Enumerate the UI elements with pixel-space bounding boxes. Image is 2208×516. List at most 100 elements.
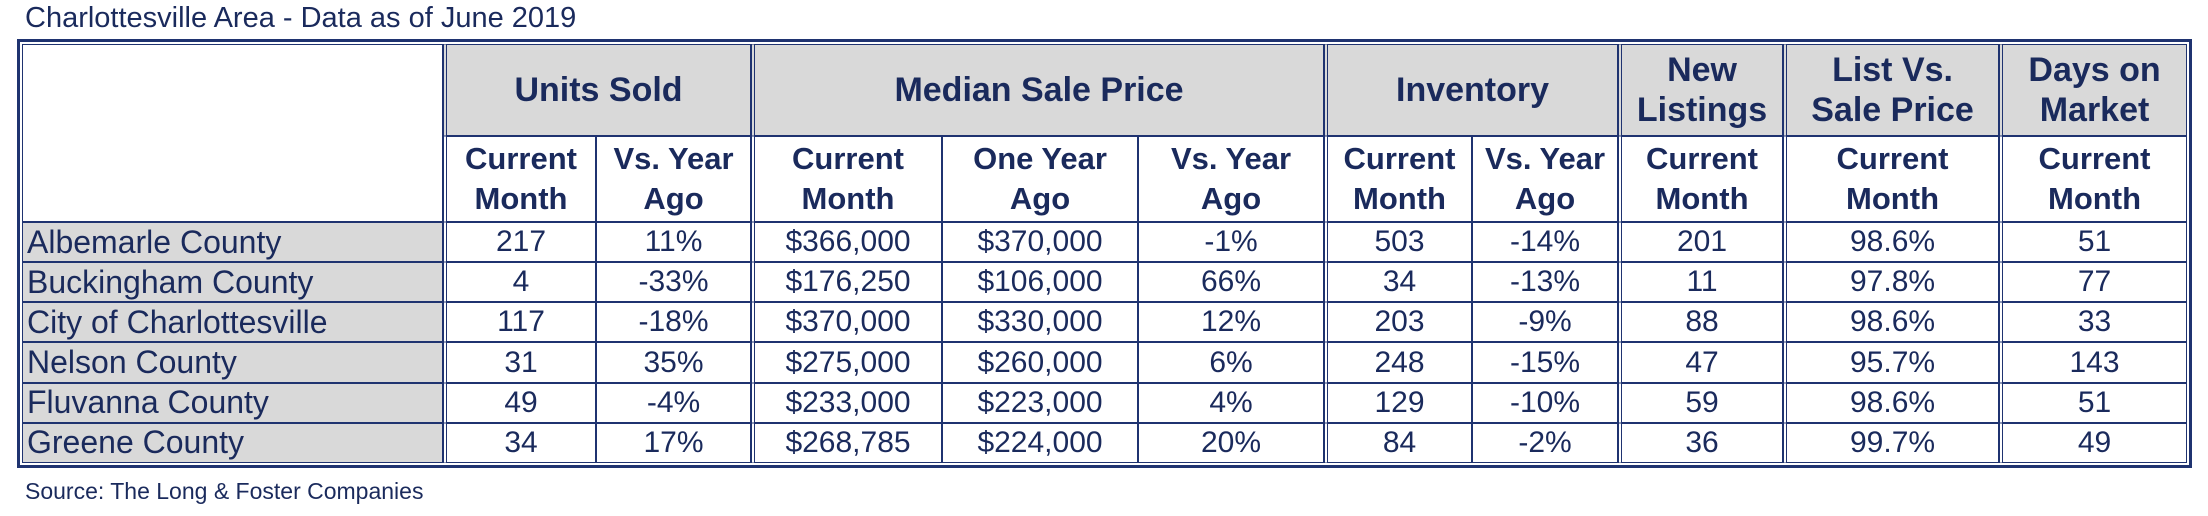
cell-inv-current: 129	[1324, 382, 1473, 423]
subheader-text: Ago	[643, 181, 704, 216]
subheader-text: Current	[1646, 141, 1758, 176]
subheader-text: Vs. Year	[1170, 141, 1292, 176]
cell-inv-vs: -10%	[1472, 382, 1619, 423]
cell-price-vs: 20%	[1138, 422, 1325, 463]
cell-units-current: 34	[443, 422, 596, 463]
cell-price-vs: 4%	[1138, 382, 1325, 423]
header-days-on-market-line2: Market	[2039, 91, 2150, 129]
header-units-sold: Units Sold	[443, 44, 752, 136]
subheader-text: Current	[792, 141, 904, 176]
header-list-vs-sale-line1: List Vs.	[1832, 51, 1953, 89]
table-row: Buckingham County 4 -33% $176,250 $106,000 66…	[22, 262, 2188, 303]
cell-units-vs: -4%	[596, 382, 752, 423]
cell-inv-current: 34	[1324, 262, 1473, 303]
cell-units-current: 217	[443, 222, 596, 263]
subheader-text: Vs. Year	[1484, 141, 1606, 176]
subheader-text: One Year	[973, 141, 1107, 176]
table-row: City of Charlottesville 117 -18% $370,000 $3…	[22, 302, 2188, 343]
cell-inv-current: 84	[1324, 422, 1473, 463]
header-list-vs-sale: List Vs. Sale Price	[1783, 44, 2000, 136]
row-label: Fluvanna County	[22, 382, 443, 423]
subheader-units-vs-year: Vs. Year Ago	[596, 136, 752, 222]
subheader-text: Ago	[1200, 181, 1262, 216]
header-new-listings-line1: New	[1667, 51, 1737, 89]
header-list-vs-sale-line2: Sale Price	[1811, 91, 1974, 129]
cell-price-current: $176,250	[751, 262, 943, 303]
header-new-listings-line2: Listings	[1636, 91, 1768, 129]
cell-new-listings: 47	[1618, 342, 1784, 383]
cell-dom: 51	[1999, 222, 2188, 263]
page-title: Charlottesville Area - Data as of June 2…	[25, 2, 577, 34]
subheader-text: Month	[1655, 181, 1749, 216]
cell-inv-current: 203	[1324, 302, 1473, 343]
cell-new-listings: 201	[1618, 222, 1784, 263]
table-frame	[17, 39, 2192, 468]
cell-inv-current: 503	[1324, 222, 1473, 263]
subheader-text: Current	[1836, 141, 1949, 176]
cell-new-listings: 11	[1618, 262, 1784, 303]
subheader-text: Current	[1343, 141, 1456, 176]
subheader-price-vs-year: Vs. Year Ago	[1138, 136, 1325, 222]
subheader-text: Ago	[1009, 181, 1071, 216]
cell-price-vs: -1%	[1138, 222, 1325, 263]
subheader-dom-current: Current Month	[1999, 136, 2188, 222]
subheader-text: Month	[1353, 181, 1446, 216]
cell-dom: 143	[1999, 342, 2188, 383]
cell-list-vs-sale: 97.8%	[1783, 262, 2000, 303]
market-data-table: Units Sold Median Sale Price Inventory N…	[22, 44, 2188, 463]
subheader-units-current: Current Month	[443, 136, 596, 222]
subheader-list-vs-sale-current: Current Month	[1783, 136, 2000, 222]
row-label: Albemarle County	[22, 222, 443, 263]
cell-inv-vs: -13%	[1472, 262, 1619, 303]
subheader-text: Current	[2038, 141, 2151, 176]
cell-list-vs-sale: 95.7%	[1783, 342, 2000, 383]
cell-price-year-ago: $223,000	[942, 382, 1139, 423]
cell-new-listings: 36	[1618, 422, 1784, 463]
cell-inv-vs: -9%	[1472, 302, 1619, 343]
cell-list-vs-sale: 99.7%	[1783, 422, 2000, 463]
cell-price-current: $233,000	[751, 382, 943, 423]
cell-dom: 49	[1999, 422, 2188, 463]
header-days-on-market: Days on Market	[1999, 44, 2188, 136]
header-new-listings: New Listings	[1618, 44, 1784, 136]
table-row: Greene County 34 17% $268,785 $224,000 20% 84-…	[22, 422, 2188, 463]
cell-new-listings: 59	[1618, 382, 1784, 423]
cell-units-current: 4	[443, 262, 596, 303]
cell-price-vs: 6%	[1138, 342, 1325, 383]
subheader-new-listings-current: Current Month	[1618, 136, 1784, 222]
row-label: Nelson County	[22, 342, 443, 383]
subheader-price-current: Current Month	[751, 136, 943, 222]
subheader-text: Ago	[1514, 181, 1576, 216]
cell-inv-vs: -2%	[1472, 422, 1619, 463]
table-row: Albemarle County 217 11% $366,000 $370,000 -1…	[22, 222, 2188, 263]
cell-dom: 51	[1999, 382, 2188, 423]
header-median-sale-price: Median Sale Price	[751, 44, 1325, 136]
cell-units-vs: 35%	[596, 342, 752, 383]
cell-price-current: $275,000	[751, 342, 943, 383]
table-row: Fluvanna County 49 -4% $233,000 $223,000 4% 12…	[22, 382, 2188, 423]
row-label: Greene County	[22, 422, 443, 463]
subheader-text: Current	[465, 141, 577, 176]
cell-price-year-ago: $106,000	[942, 262, 1139, 303]
subheader-price-one-year-ago: One Year Ago	[942, 136, 1139, 222]
subheader-text: Month	[474, 181, 568, 216]
cell-units-current: 31	[443, 342, 596, 383]
header-inventory: Inventory	[1324, 44, 1619, 136]
subheader-inventory-current: Current Month	[1324, 136, 1473, 222]
cell-price-year-ago: $370,000	[942, 222, 1139, 263]
cell-list-vs-sale: 98.6%	[1783, 222, 2000, 263]
cell-list-vs-sale: 98.6%	[1783, 302, 2000, 343]
cell-new-listings: 88	[1618, 302, 1784, 343]
cell-inv-current: 248	[1324, 342, 1473, 383]
cell-units-vs: 17%	[596, 422, 752, 463]
row-label: Buckingham County	[22, 262, 443, 303]
cell-units-current: 117	[443, 302, 596, 343]
cell-dom: 33	[1999, 302, 2188, 343]
cell-units-vs: -33%	[596, 262, 752, 303]
table-row: Nelson County 31 35% $275,000 $260,000 6% 248-…	[22, 342, 2188, 383]
cell-price-current: $268,785	[751, 422, 943, 463]
subheader-text: Vs. Year	[613, 141, 734, 176]
row-label: City of Charlottesville	[22, 302, 443, 343]
cell-inv-vs: -14%	[1472, 222, 1619, 263]
cell-price-year-ago: $260,000	[942, 342, 1139, 383]
